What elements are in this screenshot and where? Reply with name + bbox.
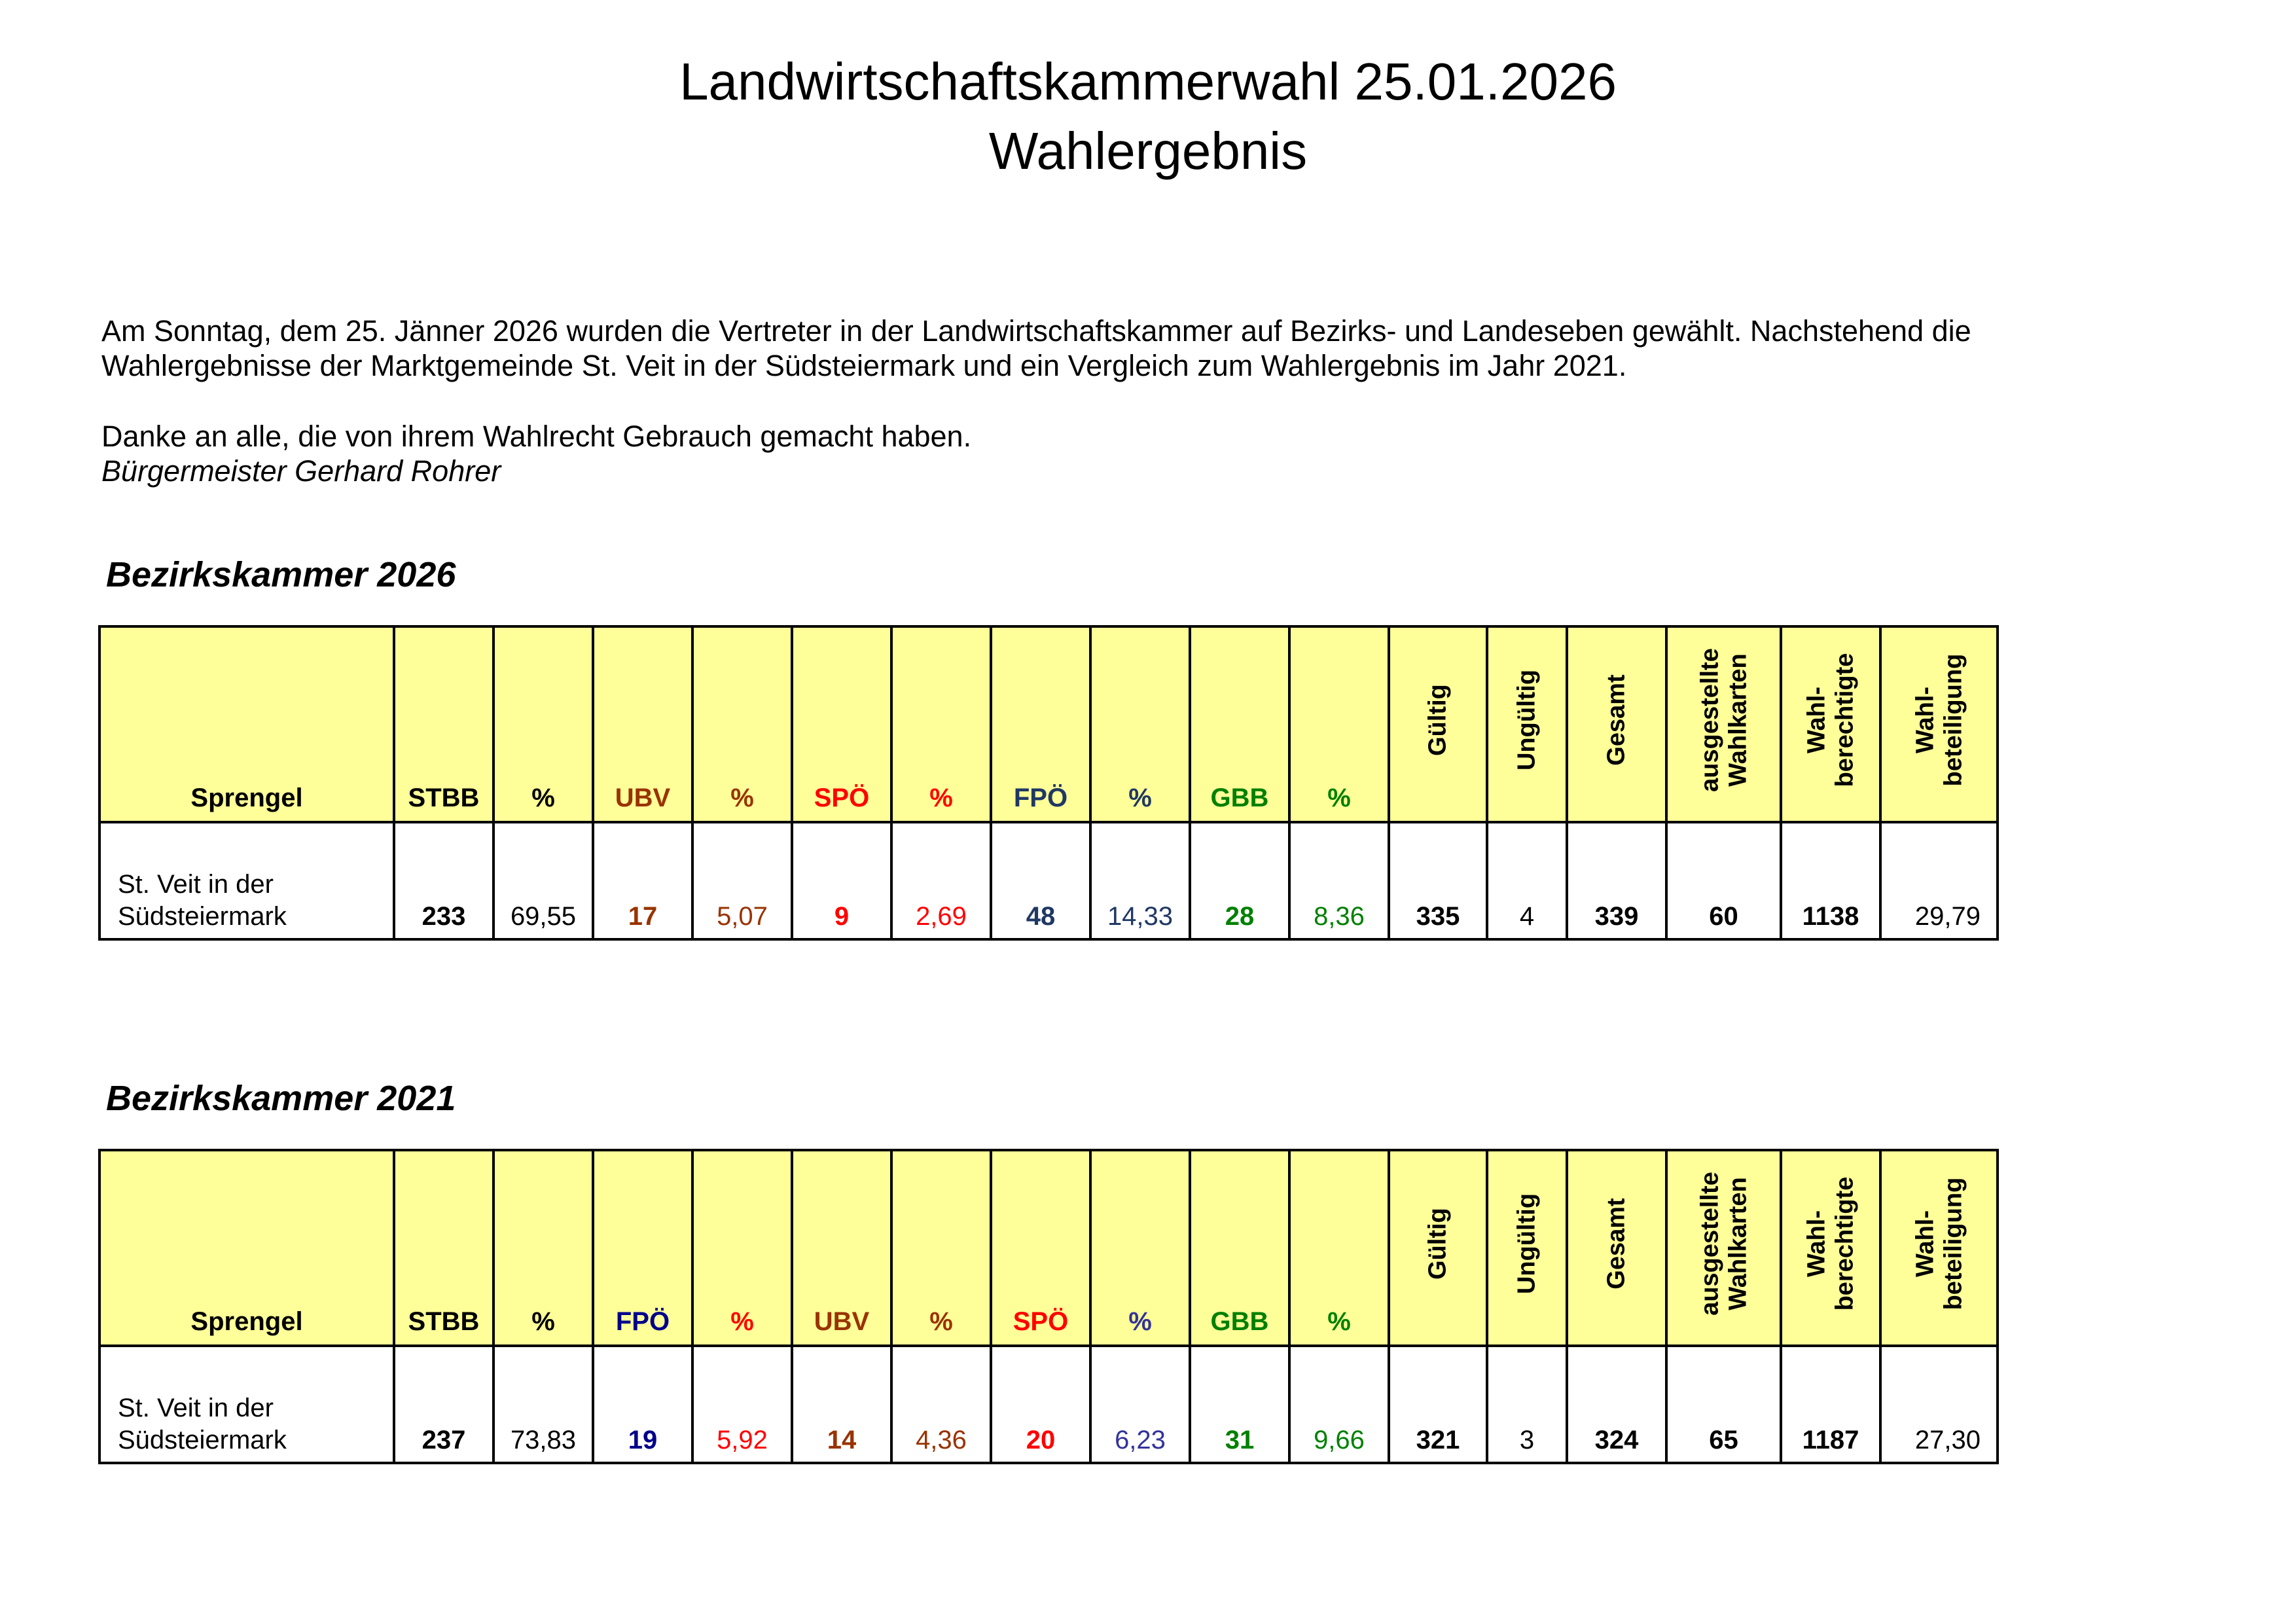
votes-cell: 9	[791, 820, 893, 941]
votes-cell: 31	[1189, 1344, 1291, 1464]
percent-header: %	[1089, 1148, 1191, 1347]
gueltig-cell: 321	[1388, 1344, 1488, 1464]
rotated-header-gesamt: Gesamt	[1566, 624, 1668, 823]
sprengel-cell: St. Veit in der Südsteiermark	[98, 1344, 395, 1464]
wahlbeteiligung-cell: 27,30	[1879, 1344, 1999, 1464]
votes-cell: 48	[990, 820, 1092, 941]
percent-cell: 5,07	[691, 820, 793, 941]
party-header: UBV	[791, 1148, 893, 1347]
percent-header: %	[492, 624, 594, 823]
ungueltig-cell: 4	[1486, 820, 1568, 941]
sprengel-header: Sprengel	[98, 1148, 395, 1347]
percent-header: %	[1089, 624, 1191, 823]
section-heading-2026: Bezirkskammer 2026	[106, 554, 456, 594]
party-header: STBB	[393, 624, 495, 823]
votes-cell: 237	[393, 1344, 495, 1464]
gueltig-cell: 335	[1388, 820, 1488, 941]
thanks-line: Danke an alle, die von ihrem Wahlrecht G…	[101, 420, 972, 454]
party-header: UBV	[592, 624, 694, 823]
table-data-row: St. Veit in der Südsteiermark 233 69,55 …	[98, 820, 1999, 941]
rotated-header-ungueltig: Ungültig	[1486, 624, 1568, 823]
section-heading-2021: Bezirkskammer 2021	[106, 1078, 456, 1118]
percent-cell: 9,66	[1288, 1344, 1390, 1464]
party-header: FPÖ	[990, 624, 1092, 823]
rotated-header-wahlberechtigte: Wahl- berechtigte	[1780, 1148, 1882, 1347]
rotated-header-gueltig: Gültig	[1388, 1148, 1488, 1347]
party-header: STBB	[393, 1148, 495, 1347]
rotated-header-wahlbeteiligung: Wahl- beteiligung	[1879, 624, 1999, 823]
percent-header: %	[1288, 624, 1390, 823]
percent-header: %	[1288, 1148, 1390, 1347]
rotated-header-gesamt: Gesamt	[1566, 1148, 1668, 1347]
ungueltig-cell: 3	[1486, 1344, 1568, 1464]
wahlberechtigte-cell: 1138	[1780, 820, 1882, 941]
percent-cell: 2,69	[890, 820, 992, 941]
rotated-header-wahlberechtigte: Wahl- berechtigte	[1780, 624, 1882, 823]
percent-header: %	[890, 624, 992, 823]
votes-cell: 17	[592, 820, 694, 941]
percent-header: %	[890, 1148, 992, 1347]
percent-header: %	[691, 1148, 793, 1347]
page-title: Landwirtschaftskammerwahl 25.01.2026 Wah…	[679, 52, 1617, 180]
party-header: SPÖ	[791, 624, 893, 823]
results-table-2026: Sprengel STBB % UBV % SPÖ % FPÖ % GBB % …	[98, 624, 1999, 941]
votes-cell: 28	[1189, 820, 1291, 941]
party-header: FPÖ	[592, 1148, 694, 1347]
percent-cell: 5,92	[691, 1344, 793, 1464]
results-table-2021: Sprengel STBB % FPÖ % UBV % SPÖ % GBB % …	[98, 1148, 1999, 1464]
percent-cell: 73,83	[492, 1344, 594, 1464]
percent-header: %	[691, 624, 793, 823]
rotated-header-wahlkarten: ausgestellte Wahlkarten	[1665, 1148, 1782, 1347]
party-header: GBB	[1189, 1148, 1291, 1347]
rotated-header-wahlbeteiligung: Wahl- beteiligung	[1879, 1148, 1999, 1347]
table-header-row: Sprengel STBB % FPÖ % UBV % SPÖ % GBB % …	[98, 1148, 1999, 1347]
wahlbeteiligung-cell: 29,79	[1879, 820, 1999, 941]
percent-cell: 8,36	[1288, 820, 1390, 941]
gesamt-cell: 324	[1566, 1344, 1668, 1464]
sprengel-cell: St. Veit in der Südsteiermark	[98, 820, 395, 941]
votes-cell: 233	[393, 820, 495, 941]
party-header: SPÖ	[990, 1148, 1092, 1347]
wahlkarten-cell: 60	[1665, 820, 1782, 941]
party-header: GBB	[1189, 624, 1291, 823]
rotated-header-gueltig: Gültig	[1388, 624, 1488, 823]
rotated-header-wahlkarten: ausgestellte Wahlkarten	[1665, 624, 1782, 823]
thanks-block: Danke an alle, die von ihrem Wahlrecht G…	[101, 419, 2198, 488]
table-header-row: Sprengel STBB % UBV % SPÖ % FPÖ % GBB % …	[98, 624, 1999, 823]
votes-cell: 20	[990, 1344, 1092, 1464]
percent-cell: 14,33	[1089, 820, 1191, 941]
rotated-header-ungueltig: Ungültig	[1486, 1148, 1568, 1347]
percent-cell: 6,23	[1089, 1344, 1191, 1464]
table-data-row: St. Veit in der Südsteiermark 237 73,83 …	[98, 1344, 1999, 1464]
gesamt-cell: 339	[1566, 820, 1668, 941]
votes-cell: 19	[592, 1344, 694, 1464]
percent-header: %	[492, 1148, 594, 1347]
wahlberechtigte-cell: 1187	[1780, 1344, 1882, 1464]
sprengel-header: Sprengel	[98, 624, 395, 823]
intro-paragraph: Am Sonntag, dem 25. Jänner 2026 wurden d…	[101, 314, 1971, 383]
percent-cell: 4,36	[890, 1344, 992, 1464]
wahlkarten-cell: 65	[1665, 1344, 1782, 1464]
percent-cell: 69,55	[492, 820, 594, 941]
signature-line: Bürgermeister Gerhard Rohrer	[101, 454, 501, 488]
votes-cell: 14	[791, 1344, 893, 1464]
